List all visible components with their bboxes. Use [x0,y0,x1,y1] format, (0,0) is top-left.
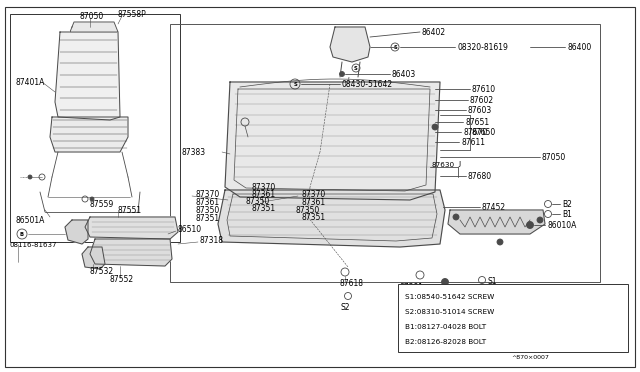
Text: S: S [354,65,358,71]
Text: 87370: 87370 [195,189,220,199]
Text: 86501A: 86501A [15,215,44,224]
Text: B2:08126-82028 BOLT: B2:08126-82028 BOLT [405,339,486,345]
Text: S1: S1 [487,276,497,285]
Circle shape [432,124,438,130]
Bar [10,14,180,242]
Text: 87650: 87650 [472,128,496,137]
Text: 86403: 86403 [392,70,416,78]
Text: 87351: 87351 [302,212,326,221]
Text: S1:08540-51642 SCREW: S1:08540-51642 SCREW [405,294,494,300]
Text: S2:08310-51014 SCREW: S2:08310-51014 SCREW [405,309,494,315]
Text: 87670: 87670 [463,128,487,137]
Text: 87680: 87680 [468,171,492,180]
Text: 08116-81637: 08116-81637 [10,242,58,248]
Text: S: S [393,45,397,49]
Circle shape [90,197,94,201]
Text: 87618: 87618 [340,279,364,289]
Text: 87351: 87351 [252,203,276,212]
Text: B2: B2 [562,199,572,208]
Polygon shape [82,247,105,269]
Text: 87050: 87050 [542,153,566,161]
Text: 87559: 87559 [90,199,115,208]
Circle shape [28,175,32,179]
Text: 87383: 87383 [182,148,206,157]
Bar [170,24,600,282]
Circle shape [497,239,503,245]
Text: 87452: 87452 [482,202,506,212]
Text: 87603: 87603 [468,106,492,115]
Text: S2: S2 [340,302,349,311]
Circle shape [527,221,534,228]
Text: ^870×0007: ^870×0007 [511,355,549,360]
Text: B1: B1 [562,209,572,218]
Text: J: J [458,161,460,167]
Text: 87381: 87381 [400,282,424,292]
Text: 86010A: 86010A [547,221,577,230]
Circle shape [453,214,459,220]
Polygon shape [55,32,120,120]
Text: 87350: 87350 [195,205,220,215]
Text: 87551: 87551 [118,205,142,215]
Polygon shape [225,82,440,200]
Polygon shape [70,22,118,32]
Text: 87610: 87610 [472,84,496,93]
Text: 87552: 87552 [110,276,134,285]
Text: 87651: 87651 [465,118,489,126]
Text: 87361: 87361 [195,198,219,206]
Circle shape [442,279,449,285]
Text: 87611: 87611 [461,138,485,147]
Text: S: S [293,81,297,87]
Text: 87350: 87350 [245,196,269,205]
Text: 87602: 87602 [470,96,494,105]
Text: 87401A: 87401A [15,77,44,87]
Polygon shape [330,27,370,62]
Text: 87361: 87361 [302,198,326,206]
Text: 86400: 86400 [567,42,591,51]
Text: 87532: 87532 [90,267,114,276]
Text: 08320-81619: 08320-81619 [457,42,508,51]
Text: 86510: 86510 [178,224,202,234]
Text: B1:08127-04028 BOLT: B1:08127-04028 BOLT [405,324,486,330]
Polygon shape [90,239,172,266]
Circle shape [537,217,543,223]
Text: 08430-51642: 08430-51642 [342,80,393,89]
Polygon shape [65,220,88,244]
Text: 87318: 87318 [200,235,224,244]
Text: 87370: 87370 [252,183,276,192]
Text: 87370: 87370 [302,189,326,199]
Polygon shape [448,210,545,234]
Bar [398,284,628,352]
Text: 87558P: 87558P [118,10,147,19]
Polygon shape [50,117,128,152]
Text: 87351: 87351 [195,214,219,222]
Text: 87361: 87361 [252,189,276,199]
Text: 87050: 87050 [80,12,104,20]
Text: 87630: 87630 [432,162,455,168]
Circle shape [339,71,344,77]
Text: 86402: 86402 [422,28,446,36]
Text: 87350: 87350 [295,205,319,215]
Polygon shape [218,190,445,247]
Polygon shape [85,217,178,239]
Text: B: B [20,231,24,237]
